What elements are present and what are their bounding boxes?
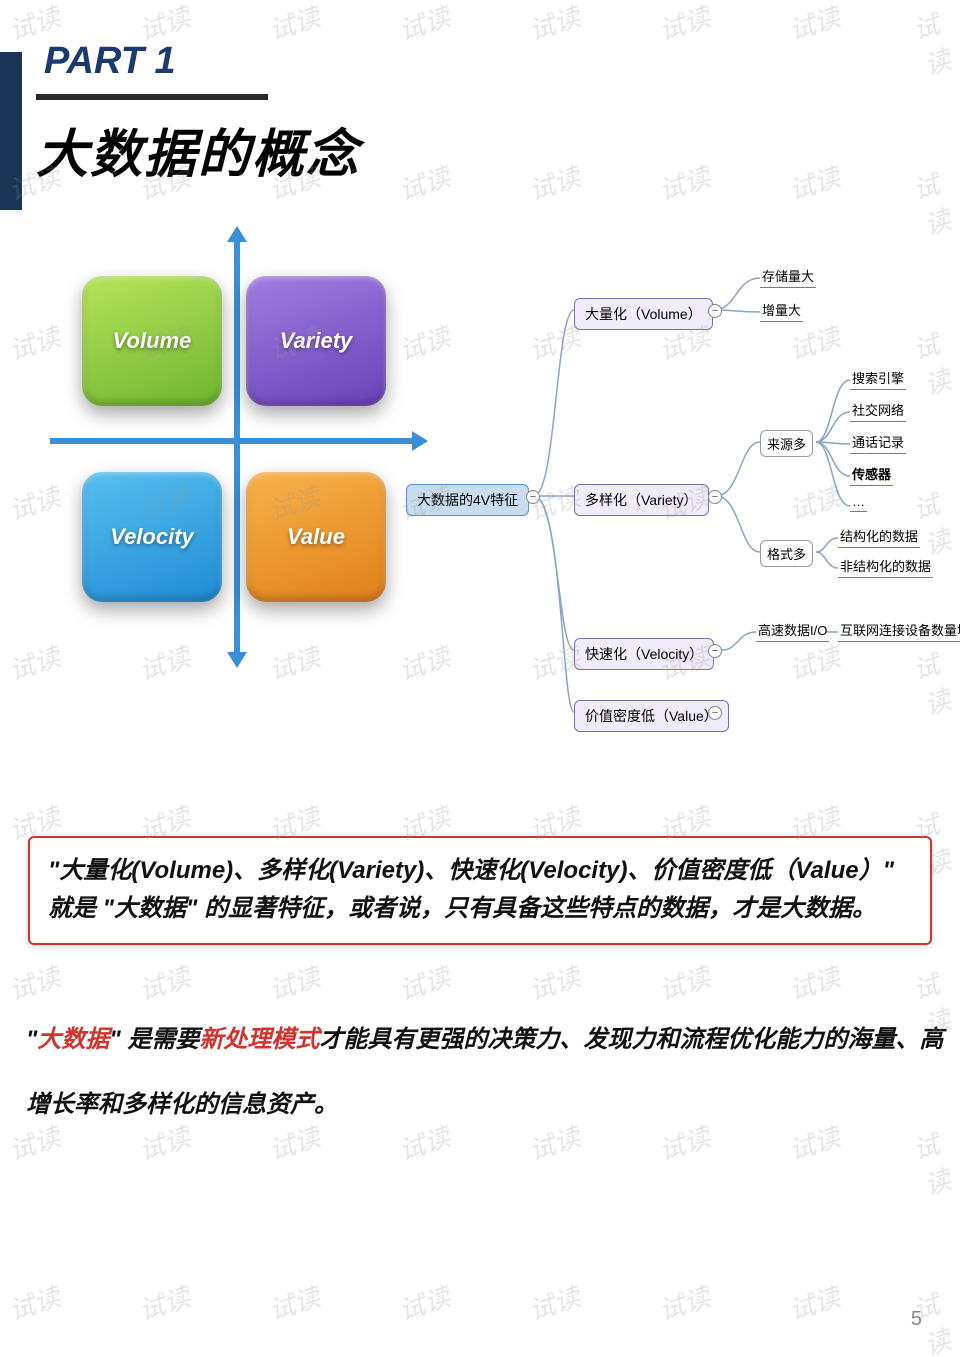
watermark-text: 试读: [264, 0, 325, 48]
leaf-node: 社交网络: [850, 400, 906, 422]
watermark-text: 试读: [784, 1277, 845, 1328]
leaf-node: 非结构化的数据: [838, 556, 933, 578]
leaf-node: 互联网连接设备数量增长: [838, 620, 960, 642]
page-number: 5: [911, 1308, 922, 1331]
leaf-node: 搜索引擎: [850, 368, 906, 390]
branch-node: 多样化（Variety）: [574, 484, 709, 516]
leaf-node: 增量大: [760, 300, 803, 322]
watermark-text: 试读: [524, 957, 585, 1008]
branch-node: 快速化（Velocity）: [574, 638, 714, 670]
watermark-text: 试读: [784, 957, 845, 1008]
sub-node: 来源多: [760, 430, 813, 457]
watermark-text: 试读: [4, 1277, 65, 1328]
collapse-icon: −: [708, 490, 722, 504]
watermark-text: 试读: [524, 157, 585, 208]
mindmap-diagram: 大数据的4V特征−大量化（Volume）−存储量大增量大多样化（Variety）…: [406, 250, 956, 780]
watermark-text: 试读: [784, 157, 845, 208]
watermark-text: 试读: [134, 1277, 195, 1328]
term-bigdata: 大数据: [37, 1026, 109, 1053]
leaf-node: 存储量大: [760, 266, 816, 288]
left-accent-bar: [0, 52, 22, 210]
watermark-text: 试读: [654, 957, 715, 1008]
watermark-text: 试读: [524, 0, 585, 48]
watermark-text: 试读: [394, 157, 455, 208]
watermark-text: 试读: [134, 957, 195, 1008]
watermark-text: 试读: [524, 1277, 585, 1328]
sub-node: 格式多: [760, 540, 813, 567]
part-label: PART 1: [44, 40, 176, 83]
arrow-down-icon: [227, 652, 247, 668]
x-axis: [50, 438, 420, 444]
watermark-text: 试读: [264, 957, 325, 1008]
branch-node: 价值密度低（Value）: [574, 700, 729, 732]
branch-node: 大量化（Volume）: [574, 298, 713, 330]
summary-box: "大量化(Volume)、多样化(Variety)、快速化(Velocity)、…: [28, 836, 932, 945]
definition-paragraph: "大数据" 是需要新处理模式才能具有更强的决策力、发现力和流程优化能力的海量、高…: [26, 1008, 946, 1138]
leaf-node: 高速数据I/O: [756, 620, 829, 642]
y-axis: [234, 234, 240, 654]
watermark-text: 试读: [4, 957, 65, 1008]
watermark-text: 试读: [908, 159, 960, 242]
tile-value: Value: [246, 472, 386, 602]
tile-variety: Variety: [246, 276, 386, 406]
watermark-text: 试读: [908, 0, 960, 83]
leaf-node: 通话记录: [850, 432, 906, 454]
mindmap-root: 大数据的4V特征: [406, 484, 529, 516]
watermark-text: 试读: [654, 157, 715, 208]
watermark-text: 试读: [654, 0, 715, 48]
collapse-icon: −: [708, 644, 722, 658]
watermark-text: 试读: [784, 0, 845, 48]
leaf-node: …: [850, 494, 867, 512]
watermark-text: 试读: [264, 1277, 325, 1328]
quote-open: ": [26, 1026, 37, 1053]
watermark-text: 试读: [654, 1277, 715, 1328]
leaf-node: 结构化的数据: [838, 526, 920, 548]
quote-close-is: " 是需要: [109, 1026, 199, 1053]
watermark-text: 试读: [394, 0, 455, 48]
tile-volume: Volume: [82, 276, 222, 406]
collapse-icon: −: [708, 706, 722, 720]
collapse-icon: −: [708, 304, 722, 318]
arrow-up-icon: [227, 226, 247, 242]
leaf-node: 传感器: [850, 464, 893, 486]
watermark-text: 试读: [394, 1277, 455, 1328]
page-title: 大数据的概念: [36, 112, 360, 187]
watermark-text: 试读: [394, 957, 455, 1008]
part-underline: [36, 94, 268, 100]
collapse-icon: −: [526, 490, 540, 504]
term-newmode: 新处理模式: [199, 1026, 319, 1053]
four-v-quadrant: VolumeVarietyVelocityValue: [50, 226, 410, 666]
tile-velocity: Velocity: [82, 472, 222, 602]
